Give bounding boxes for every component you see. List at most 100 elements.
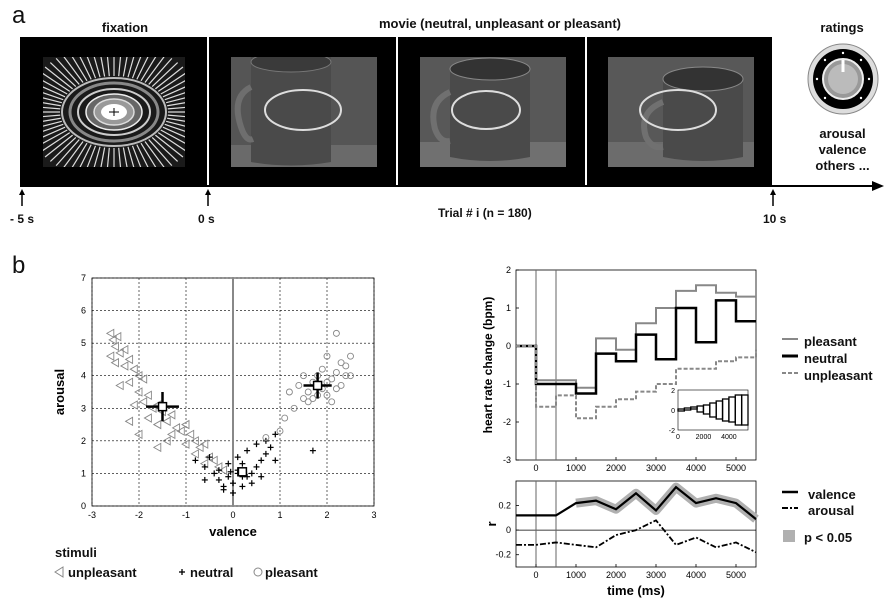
ratings-list: arousal valence others ... (800, 126, 885, 174)
scatter-chart: -3 -2 -1 0 1 2 3 0 1 2 3 4 5 6 7 valence arousal (52, 273, 377, 539)
x-tick-label: 4000 (686, 570, 706, 580)
point-neutral (225, 460, 232, 467)
point-unpleasant (138, 374, 148, 384)
point-neutral (192, 457, 199, 464)
r-legend-significance: p < 0.05 (804, 530, 853, 545)
point-pleasant (300, 372, 307, 380)
mug-image-3 (608, 57, 754, 167)
x-tick-label: 3000 (646, 463, 666, 473)
mug-image-1 (231, 57, 377, 167)
series-neutral (516, 299, 756, 395)
point-unpleasant (105, 328, 115, 339)
point-pleasant (262, 434, 270, 442)
point-neutral (215, 476, 222, 483)
point-neutral (239, 483, 246, 490)
y-tick-label: 0 (506, 525, 511, 535)
point-neutral (262, 450, 269, 457)
heart-rate-chart: 0 1000 2000 3000 4000 5000 -3 -2 -1 0 1 2 heart rate… (481, 265, 757, 473)
point-unpleasant (110, 357, 119, 368)
r-legend-lines (782, 490, 798, 542)
point-unpleasant (129, 400, 138, 410)
y-tick-label: 3 (81, 403, 86, 413)
point-pleasant (281, 414, 289, 422)
series-arousal (516, 519, 757, 554)
point-unpleasant (195, 442, 204, 453)
point-neutral (253, 463, 260, 470)
point-neutral (239, 460, 246, 467)
point-neutral (272, 431, 279, 438)
y-tick-label: 0 (81, 501, 86, 511)
x-tick-label: 2000 (606, 570, 626, 580)
point-neutral (220, 486, 227, 493)
point-unpleasant (134, 387, 143, 397)
y-tick-label: 4 (81, 371, 86, 381)
y-tick-label: -0.2 (495, 550, 511, 560)
point-unpleasant (115, 348, 124, 358)
point-neutral (201, 476, 208, 483)
legend-pleasant: pleasant (265, 565, 318, 580)
point-pleasant (328, 375, 336, 383)
point-pleasant (337, 382, 345, 389)
point-pleasant (304, 398, 312, 406)
point-unpleasant (110, 341, 119, 352)
x-tick-label: -3 (88, 510, 96, 520)
point-neutral (211, 470, 218, 477)
inset-x-tick-label: 2000 (696, 434, 712, 441)
point-unpleasant (171, 423, 181, 433)
point-unpleasant (119, 344, 129, 355)
point-neutral (201, 463, 208, 470)
inset-x-tick-label: 0 (676, 434, 680, 441)
point-neutral (215, 467, 222, 474)
point-neutral (230, 480, 236, 487)
point-unpleasant (218, 465, 228, 475)
point-neutral (234, 454, 241, 461)
plot-frame (515, 269, 757, 461)
point-neutral (272, 457, 279, 464)
point-neutral (206, 454, 213, 461)
x-tick-label: 1000 (566, 570, 586, 580)
point-pleasant (276, 427, 284, 435)
point-unpleasant (190, 436, 199, 446)
x-tick-label: -2 (135, 510, 143, 520)
point-unpleasant (108, 335, 117, 345)
x-tick-label: -1 (182, 510, 190, 520)
x-tick-label: 1000 (566, 463, 586, 473)
hr-legend-neutral: neutral (804, 351, 848, 366)
point-unpleasant (152, 442, 162, 453)
point-pleasant (300, 395, 307, 402)
r-legend-valence: valence (808, 487, 856, 502)
point-unpleasant (143, 390, 152, 401)
point-unpleasant (138, 396, 148, 407)
time-mark-minus5: - 5 s (10, 212, 35, 226)
fixation-target-image (43, 57, 185, 167)
x-tick-label: 0 (230, 510, 235, 520)
ratings-item-arousal: arousal (819, 126, 866, 141)
y-tick-label: 1 (506, 303, 511, 313)
ratings-item-valence: valence (818, 142, 867, 157)
r-legend-arousal: arousal (808, 503, 855, 518)
point-unpleasant (185, 429, 195, 440)
x-tick-label: 1 (277, 510, 282, 520)
x-axis-label: time (ms) (607, 583, 665, 598)
y-tick-label: 1 (81, 468, 86, 478)
point-neutral (230, 489, 236, 496)
point-unpleasant (115, 380, 124, 391)
point-unpleasant (199, 439, 209, 449)
rating-knob-icon (807, 43, 879, 115)
inset-bar (740, 394, 749, 426)
point-unpleasant (129, 364, 138, 374)
point-unpleasant (124, 377, 134, 388)
y-axis-label: heart rate change (bpm) (481, 297, 495, 434)
y-tick-label: 2 (506, 265, 511, 275)
x-tick-label: 2 (324, 510, 329, 520)
legend-title: stimuli (55, 545, 97, 560)
y-tick-label: 5 (81, 338, 86, 348)
y-axis-label: arousal (52, 369, 67, 415)
point-unpleasant (119, 361, 129, 371)
mug-image-2 (420, 57, 566, 167)
hr-legend-lines (782, 338, 798, 374)
timeline-arrow (19, 181, 884, 206)
x-tick-label: 0 (533, 463, 538, 473)
inset-y-tick-label: 0 (671, 408, 675, 415)
point-neutral (267, 444, 274, 451)
